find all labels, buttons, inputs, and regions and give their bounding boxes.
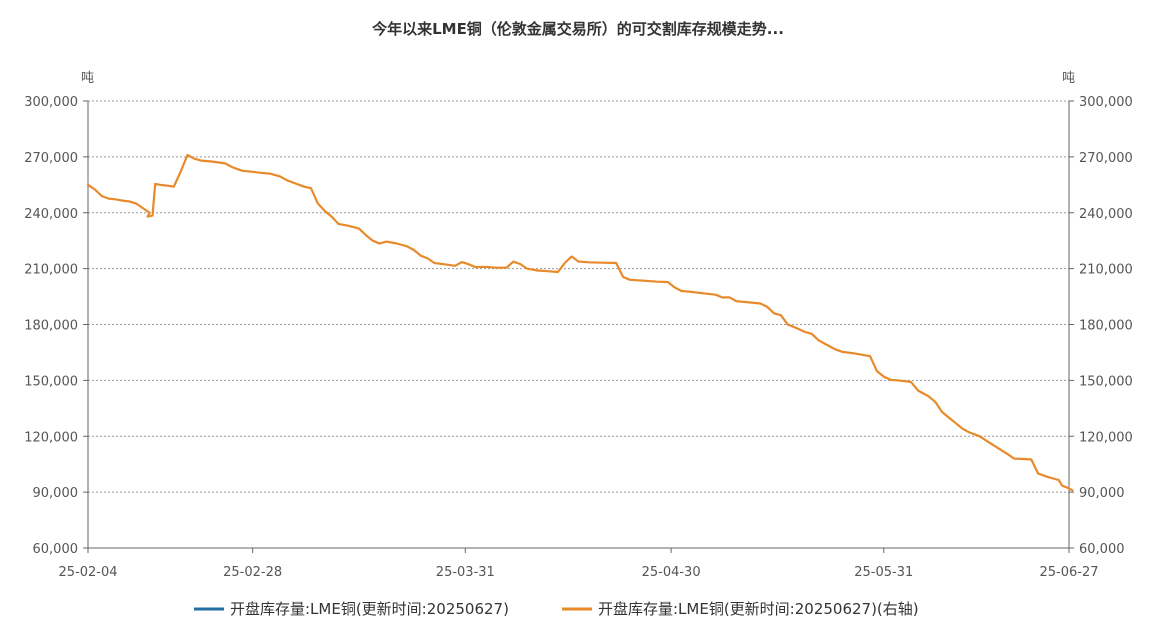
x-tick-label: 25-03-31 [436,565,495,580]
y-tick-label-left: 120,000 [24,430,78,445]
y-tick-label-left: 150,000 [24,374,78,389]
y-tick-label-left: 90,000 [33,486,79,501]
x-tick-label: 25-04-30 [642,565,701,580]
y-tick-label-right: 60,000 [1079,542,1125,557]
legend-label: 开盘库存量:LME铜(更新时间:20250627) [230,600,509,618]
y-tick-label-right: 150,000 [1079,374,1133,389]
y-tick-label-right: 90,000 [1079,486,1125,501]
series-line-1 [86,153,1074,492]
y-tick-label-right: 120,000 [1079,430,1133,445]
y-tick-label-right: 240,000 [1079,207,1133,222]
legend-item-0[interactable]: 开盘库存量:LME铜(更新时间:20250627) [194,600,509,618]
x-tick-label: 25-06-27 [1039,565,1098,580]
chart-title: 今年以来LME铜（伦敦金属交易所）的可交割库存规模走势... [371,20,784,38]
y-tick-label-left: 240,000 [24,207,78,222]
legend-label: 开盘库存量:LME铜(更新时间:20250627)(右轴) [598,600,919,618]
y-tick-label-left: 60,000 [33,542,79,557]
y-tick-label-right: 180,000 [1079,319,1133,334]
y-tick-label-right: 300,000 [1079,95,1133,110]
y-tick-label-right: 210,000 [1079,263,1133,278]
right-axis-unit: 吨 [1062,71,1075,86]
x-tick-label: 25-05-31 [854,565,913,580]
left-axis-unit: 吨 [81,71,94,86]
x-tick-label: 25-02-28 [223,565,282,580]
series-lines [86,153,1074,492]
y-tick-label-right: 270,000 [1079,151,1133,166]
y-tick-label-left: 180,000 [24,319,78,334]
x-tick-label: 25-02-04 [58,565,117,580]
tick-labels: 300,000 300,000 270,000 270,000 240,000 240,0… [24,95,1133,580]
grid-lines [88,100,1069,493]
y-tick-label-left: 210,000 [24,263,78,278]
legend[interactable]: 开盘库存量:LME铜(更新时间:20250627) 开盘库存量:LME铜(更新时间… [194,600,919,618]
axes [83,100,1074,553]
y-tick-label-left: 300,000 [24,95,78,110]
legend-item-1[interactable]: 开盘库存量:LME铜(更新时间:20250627)(右轴) [562,600,919,618]
y-tick-label-left: 270,000 [24,151,78,166]
